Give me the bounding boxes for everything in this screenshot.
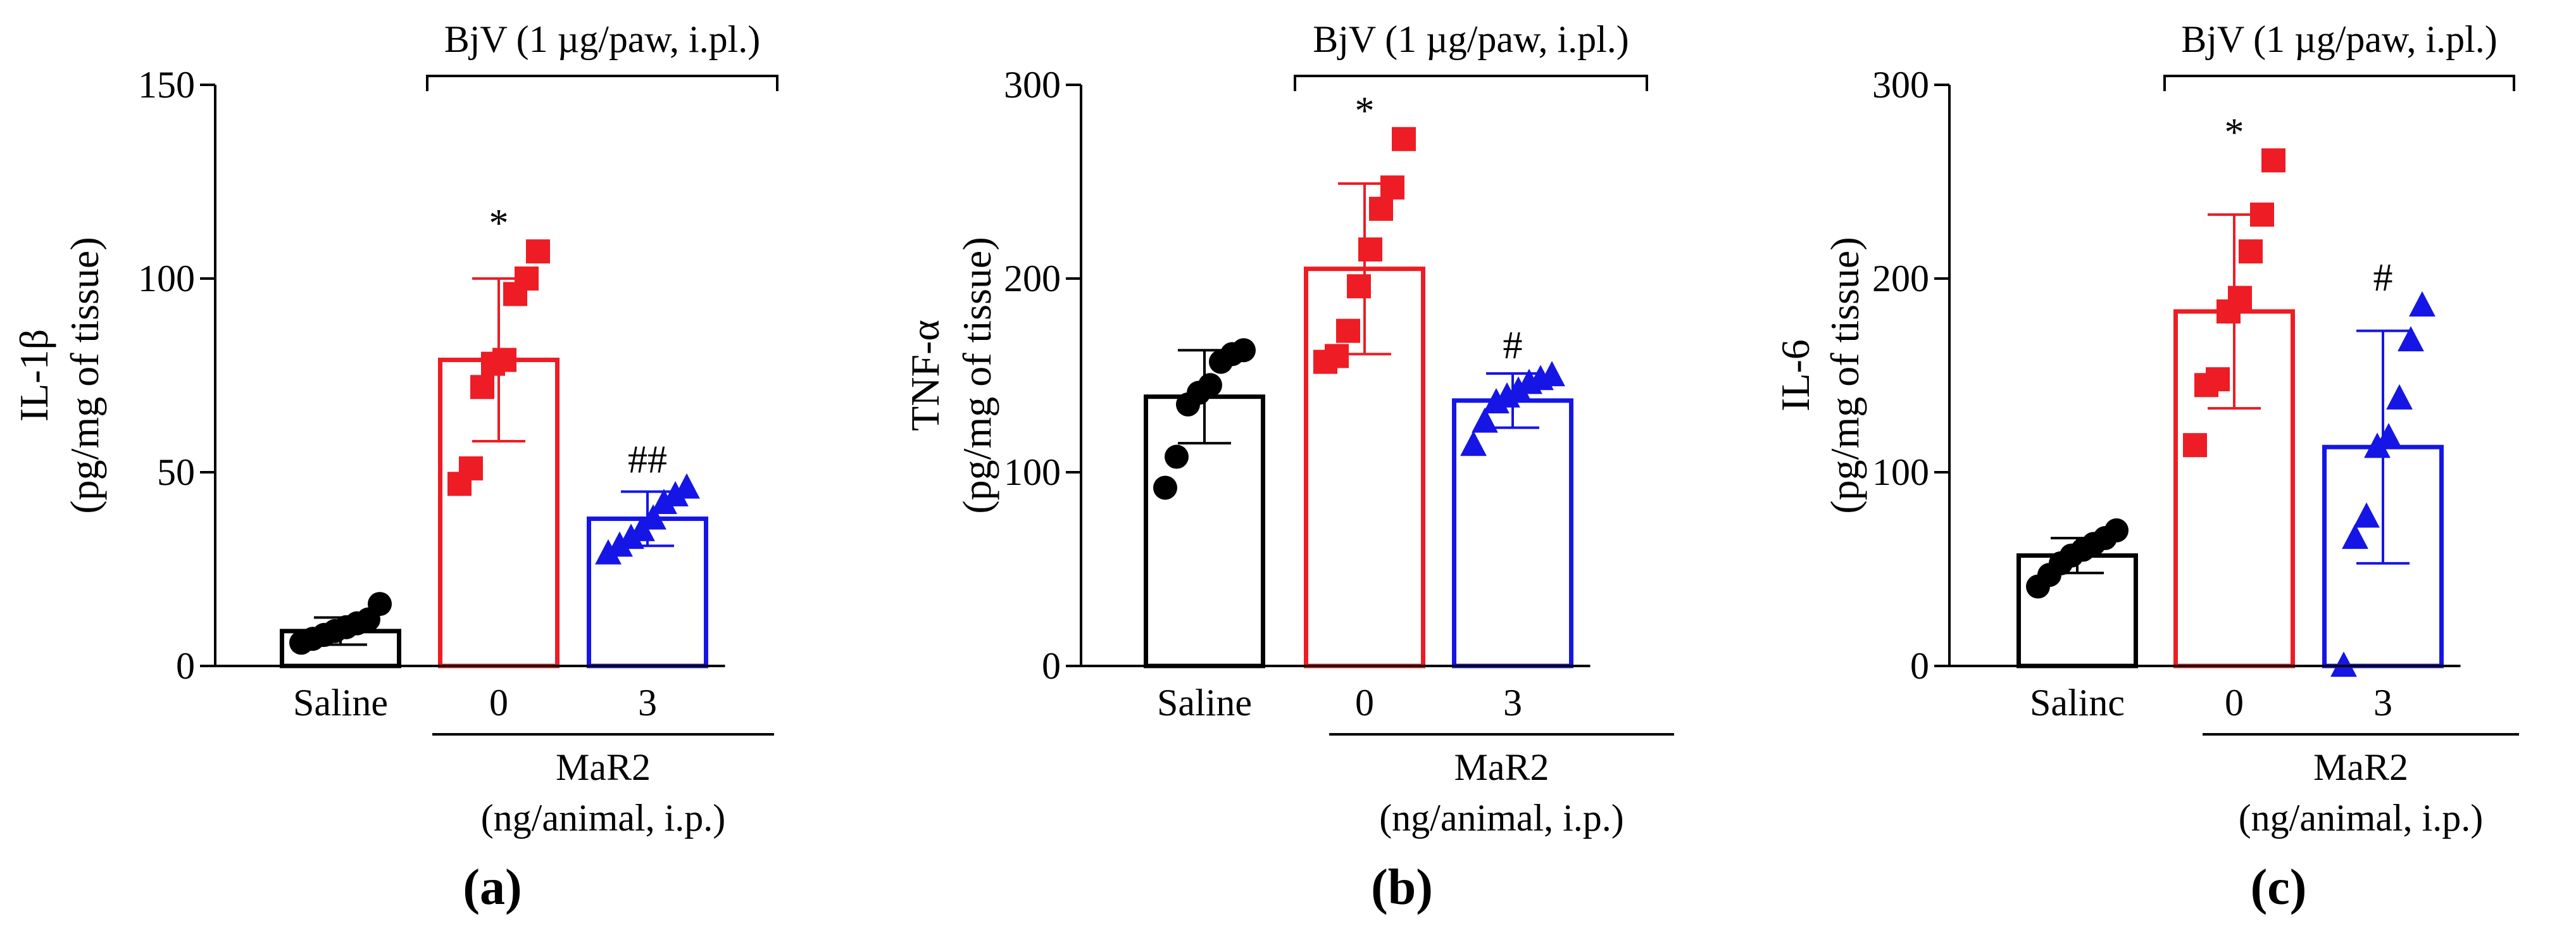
data-point [2183, 433, 2207, 458]
data-point [2206, 367, 2230, 392]
significance-marker: # [2373, 256, 2393, 299]
data-point [1460, 430, 1487, 456]
data-point [662, 480, 689, 506]
y-tick-label: 0 [1910, 645, 1929, 687]
data-point [1505, 376, 1532, 402]
y-tick-label: 200 [1004, 258, 1061, 299]
data-point [2261, 148, 2285, 173]
significance-marker: ## [628, 438, 667, 481]
x-category-label: 0 [2225, 682, 2244, 724]
panel-letter: (a) [463, 860, 522, 915]
data-point [1539, 361, 1565, 387]
data-point [470, 375, 494, 399]
data-point [1380, 175, 1404, 200]
data-point [515, 267, 539, 291]
dose-group-unit-label: (ng/animal, i.p.) [1379, 797, 1624, 839]
treatment-bracket [426, 75, 778, 91]
y-tick-label: 100 [138, 258, 195, 299]
y-tick-label: 0 [1042, 645, 1061, 687]
significance-marker: * [2225, 111, 2244, 154]
y-tick-label: 0 [176, 645, 195, 687]
data-point [2104, 518, 2129, 543]
dose-group-label: MaR2 [1454, 746, 1549, 788]
data-point [2409, 291, 2435, 317]
data-point [640, 504, 666, 530]
data-point [1325, 344, 1349, 368]
data-point [606, 531, 633, 557]
data-point [1198, 373, 1222, 398]
x-category-label: 3 [2373, 682, 2392, 724]
x-category-label: Saline [293, 682, 388, 724]
data-point [1358, 237, 1382, 262]
y-tick-label: 150 [138, 64, 195, 106]
x-category-label: 0 [1355, 682, 1374, 724]
data-point [2228, 286, 2252, 310]
x-category-label: 3 [1503, 682, 1522, 724]
y-tick-label: 100 [1872, 451, 1929, 493]
x-category-label: Saline [1157, 682, 1252, 724]
significance-marker: # [1503, 324, 1523, 367]
chart-panel: 0 100 200 300 TNF-α (pg/mg of tissue) Saline 0 *… [903, 18, 1674, 915]
data-point [459, 456, 483, 480]
treatment-bracket-label: BjV (1 µg/paw, i.pl.) [1313, 18, 1629, 60]
panel-letter: (c) [2251, 860, 2307, 915]
x-category-label: Salinc [2030, 682, 2125, 724]
treatment-bracket-label: BjV (1 µg/paw, i.pl.) [444, 18, 761, 60]
x-category-label: 3 [638, 682, 657, 724]
data-point [1336, 318, 1360, 343]
data-point [492, 348, 516, 372]
data-point [673, 473, 700, 499]
y-tick-label: 200 [1872, 258, 1929, 299]
data-point [1232, 338, 1256, 363]
data-point [651, 489, 677, 515]
significance-marker: * [1355, 90, 1375, 133]
dose-group-label: MaR2 [556, 746, 651, 788]
y-tick-label: 50 [157, 451, 195, 493]
data-point [618, 524, 644, 549]
data-point [1472, 407, 1498, 433]
data-point [2342, 524, 2368, 549]
y-tick-label: 300 [1004, 64, 1061, 106]
chart-panel: 0 50 100 150 IL-1β (pg/mg of tissue) Saline 0 * 3… [11, 18, 778, 915]
dose-group-unit-label: (ng/animal, i.p.) [2239, 797, 2484, 839]
y-axis-label: TNF-α [903, 320, 947, 431]
data-point [2239, 239, 2263, 264]
treatment-bracket [2163, 75, 2515, 91]
data-point [2375, 423, 2402, 449]
data-point [2386, 384, 2413, 410]
x-category-label: 0 [489, 682, 508, 724]
data-point [1369, 196, 1393, 221]
y-axis-unit-label: (pg/mg of tissue) [954, 237, 999, 513]
data-point [1347, 274, 1371, 299]
treatment-bracket-label: BjV (1 µg/paw, i.pl.) [2181, 18, 2498, 60]
panel-letter: (b) [1371, 860, 1433, 915]
data-point [1153, 475, 1177, 500]
data-point [2398, 326, 2424, 352]
data-point [2353, 502, 2380, 528]
data-point [368, 592, 392, 617]
y-tick-label: 300 [1872, 64, 1929, 106]
data-point [2250, 203, 2274, 227]
data-point [595, 539, 622, 565]
significance-marker: * [489, 202, 509, 245]
y-axis-unit-label: (pg/mg of tissue) [1822, 237, 1867, 513]
data-point [526, 239, 550, 264]
y-tick-label: 100 [1004, 451, 1061, 493]
data-point [1165, 444, 1189, 469]
y-axis-label: IL-1β [11, 329, 56, 422]
treatment-bracket [1294, 75, 1648, 91]
dose-group-unit-label: (ng/animal, i.p.) [481, 797, 726, 839]
chart-panel: 0 100 200 300 IL-6 (pg/mg of tissue) Salinc 0 * 3… [1773, 18, 2519, 915]
y-axis-label: IL-6 [1773, 339, 1818, 411]
y-axis-unit-label: (pg/mg of tissue) [62, 237, 107, 513]
data-point [2330, 651, 2357, 677]
data-point [1392, 127, 1416, 151]
dose-group-label: MaR2 [2313, 746, 2408, 788]
